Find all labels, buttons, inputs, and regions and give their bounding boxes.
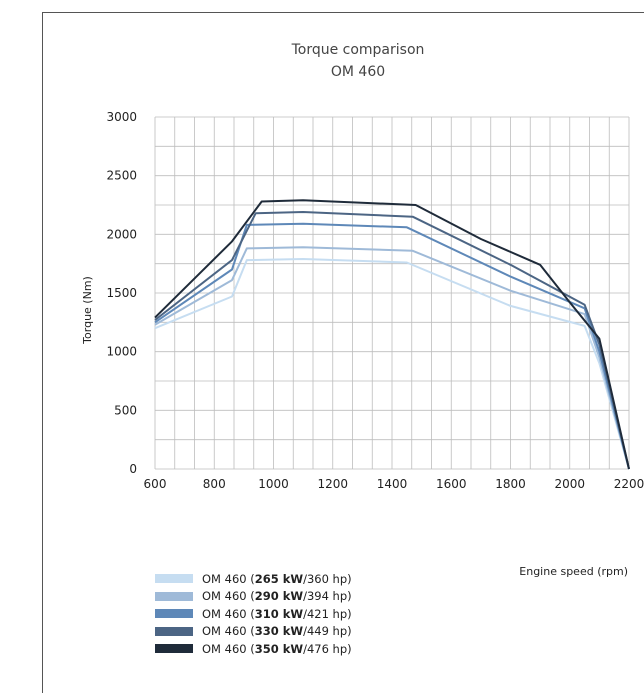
x-axis-label: Engine speed (rpm)	[519, 565, 628, 578]
series-line-5	[154, 199, 630, 470]
y-tick-label: 3000	[106, 110, 137, 124]
series-line-2	[154, 246, 630, 470]
series-line-1	[154, 258, 630, 470]
chart-frame: Torque comparison OM 460 600 800 1000 1200 1…	[42, 12, 644, 693]
legend: OM 460 (265 kW/360 hp) OM 460 (290 kW/394…	[155, 570, 352, 658]
x-tick-label: 2200	[614, 477, 644, 491]
legend-label: OM 460 (350 kW/476 hp)	[202, 641, 352, 656]
legend-item: OM 460 (330 kW/449 hp)	[155, 623, 352, 641]
legend-swatch	[155, 644, 193, 654]
y-tick-label: 0	[129, 462, 137, 476]
y-tick-label: 2000	[106, 227, 137, 241]
legend-swatch	[155, 574, 193, 584]
chart-subtitle: OM 460	[331, 64, 385, 80]
x-tick-label: 1400	[377, 477, 408, 491]
series-lines	[154, 199, 630, 470]
x-tick-label: 1200	[317, 477, 348, 491]
tick-labels: 600 800 1000 1200 1400 1600 1800 2000 2200 0 500 10…	[106, 110, 644, 491]
legend-label: OM 460 (310 kW/421 hp)	[202, 606, 352, 621]
y-axis-label: Torque (Nm)	[81, 276, 94, 345]
x-tick-label: 2000	[554, 477, 585, 491]
legend-label: OM 460 (330 kW/449 hp)	[202, 624, 352, 639]
y-tick-label: 500	[114, 403, 137, 417]
legend-item: OM 460 (350 kW/476 hp)	[155, 640, 352, 658]
legend-label: OM 460 (290 kW/394 hp)	[202, 589, 352, 604]
y-tick-label: 2500	[106, 169, 137, 183]
legend-item: OM 460 (265 kW/360 hp)	[155, 570, 352, 588]
x-tick-label: 1800	[495, 477, 526, 491]
x-tick-label: 1000	[258, 477, 289, 491]
x-tick-label: 800	[203, 477, 226, 491]
series-line-3	[154, 222, 630, 470]
legend-item: OM 460 (290 kW/394 hp)	[155, 588, 352, 606]
chart-title: Torque comparison	[291, 42, 425, 58]
grid	[154, 116, 630, 470]
legend-swatch	[155, 609, 193, 619]
y-tick-label: 1500	[106, 286, 137, 300]
legend-label: OM 460 (265 kW/360 hp)	[202, 571, 352, 586]
legend-swatch	[155, 591, 193, 601]
legend-item: OM 460 (310 kW/421 hp)	[155, 605, 352, 623]
legend-swatch	[155, 626, 193, 636]
torque-chart: Torque comparison OM 460 600 800 1000 1200 1…	[81, 42, 644, 578]
x-tick-label: 1600	[436, 477, 467, 491]
y-tick-label: 1000	[106, 345, 137, 359]
x-tick-label: 600	[144, 477, 167, 491]
